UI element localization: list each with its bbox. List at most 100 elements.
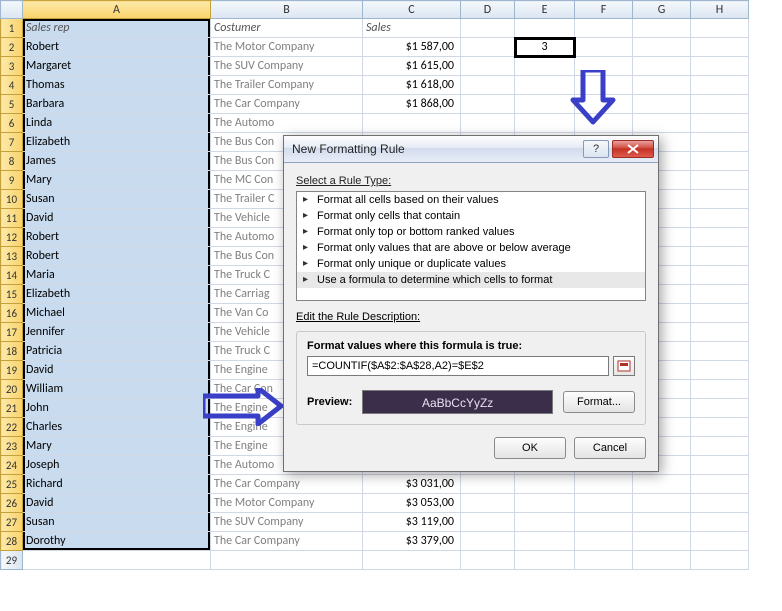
cell-sales-rep[interactable]: Mary (23, 171, 211, 190)
row-header[interactable]: 29 (1, 551, 23, 570)
cell[interactable] (633, 475, 691, 494)
dialog-titlebar[interactable]: New Formatting Rule ? (284, 136, 658, 163)
select-all-corner[interactable] (1, 1, 23, 19)
cell[interactable] (691, 285, 749, 304)
row-header[interactable]: 23 (1, 437, 23, 456)
row-header[interactable]: 9 (1, 171, 23, 190)
cell[interactable] (515, 76, 575, 95)
cell[interactable]: Costumer (211, 19, 363, 38)
rule-type-item[interactable]: Format only cells that contain (297, 208, 645, 224)
cell-sales-rep[interactable]: Margaret (23, 57, 211, 76)
cell-sales-rep[interactable]: Thomas (23, 76, 211, 95)
rule-type-item[interactable]: Format only top or bottom ranked values (297, 224, 645, 240)
cell-sales[interactable]: $1 615,00 (363, 57, 461, 76)
cell[interactable] (691, 266, 749, 285)
cell-sales-rep[interactable]: James (23, 152, 211, 171)
cell[interactable]: Sales rep (23, 19, 211, 38)
close-button[interactable] (612, 140, 654, 158)
cell-sales-rep[interactable]: Charles (23, 418, 211, 437)
cell-sales[interactable]: $1 868,00 (363, 95, 461, 114)
cell[interactable] (691, 209, 749, 228)
cell[interactable] (633, 494, 691, 513)
cell-sales-rep[interactable]: Jennifer (23, 323, 211, 342)
cell-sales-rep[interactable]: Elizabeth (23, 133, 211, 152)
cell[interactable] (691, 380, 749, 399)
row-header[interactable]: 24 (1, 456, 23, 475)
cell[interactable] (691, 475, 749, 494)
cell[interactable] (691, 342, 749, 361)
cell-sales[interactable]: $3 053,00 (363, 494, 461, 513)
cell-sales-rep[interactable]: John (23, 399, 211, 418)
cell-sales-rep[interactable]: Richard (23, 475, 211, 494)
cell[interactable] (691, 418, 749, 437)
cell[interactable] (515, 114, 575, 133)
ok-button[interactable]: OK (494, 437, 566, 459)
cell[interactable] (633, 19, 691, 38)
cell[interactable]: Sales (363, 19, 461, 38)
cell-customer[interactable]: The Motor Company (211, 494, 363, 513)
cell[interactable] (461, 494, 515, 513)
row-header[interactable]: 13 (1, 247, 23, 266)
cell-sales-rep[interactable]: Maria (23, 266, 211, 285)
cell[interactable] (461, 19, 515, 38)
cell[interactable] (691, 19, 749, 38)
rule-type-item[interactable]: Format only values that are above or bel… (297, 240, 645, 256)
cell-customer[interactable]: The Automo (211, 114, 363, 133)
rule-type-item[interactable]: Use a formula to determine which cells t… (297, 272, 645, 288)
cell[interactable] (515, 551, 575, 570)
cell-sales[interactable]: $1 618,00 (363, 76, 461, 95)
cell-customer[interactable]: The Motor Company (211, 38, 363, 57)
cell[interactable] (691, 228, 749, 247)
cell[interactable] (575, 38, 633, 57)
cell-customer[interactable]: The Trailer Company (211, 76, 363, 95)
rule-type-list[interactable]: Format all cells based on their valuesFo… (296, 191, 646, 301)
cell[interactable] (691, 513, 749, 532)
cell-sales[interactable]: $3 031,00 (363, 475, 461, 494)
column-header-g[interactable]: G (633, 1, 691, 19)
cell[interactable] (363, 551, 461, 570)
rule-type-item[interactable]: Format only unique or duplicate values (297, 256, 645, 272)
cell[interactable] (461, 532, 515, 551)
rule-type-item[interactable]: Format all cells based on their values (297, 192, 645, 208)
cell[interactable] (691, 152, 749, 171)
column-header-c[interactable]: C (363, 1, 461, 19)
row-header[interactable]: 22 (1, 418, 23, 437)
cell[interactable] (633, 95, 691, 114)
cancel-button[interactable]: Cancel (574, 437, 646, 459)
cell[interactable] (515, 19, 575, 38)
cell[interactable] (691, 171, 749, 190)
column-header-d[interactable]: D (461, 1, 515, 19)
cell-sales-rep[interactable]: Susan (23, 513, 211, 532)
cell[interactable] (461, 114, 515, 133)
cell-sales[interactable] (363, 114, 461, 133)
row-header[interactable]: 4 (1, 76, 23, 95)
cell[interactable] (691, 494, 749, 513)
cell[interactable] (633, 513, 691, 532)
cell-sales-rep[interactable]: David (23, 494, 211, 513)
cell-customer[interactable]: The Car Company (211, 95, 363, 114)
format-button[interactable]: Format... (563, 391, 635, 413)
row-header[interactable]: 20 (1, 380, 23, 399)
cell[interactable] (691, 114, 749, 133)
row-header[interactable]: 27 (1, 513, 23, 532)
cell[interactable] (461, 95, 515, 114)
row-header[interactable]: 15 (1, 285, 23, 304)
cell[interactable] (633, 57, 691, 76)
help-button[interactable]: ? (583, 140, 609, 158)
row-header[interactable]: 14 (1, 266, 23, 285)
cell[interactable] (461, 475, 515, 494)
row-header[interactable]: 11 (1, 209, 23, 228)
column-header-a[interactable]: A (23, 1, 211, 19)
cell[interactable] (691, 190, 749, 209)
cell-sales-rep[interactable]: David (23, 361, 211, 380)
row-header[interactable]: 16 (1, 304, 23, 323)
row-header[interactable]: 12 (1, 228, 23, 247)
cell[interactable] (575, 494, 633, 513)
row-header[interactable]: 21 (1, 399, 23, 418)
cell-sales-rep[interactable]: Barbara (23, 95, 211, 114)
cell[interactable] (515, 532, 575, 551)
cell-sales[interactable]: $3 119,00 (363, 513, 461, 532)
cell-sales-rep[interactable]: William (23, 380, 211, 399)
cell-customer[interactable]: The Car Company (211, 475, 363, 494)
cell[interactable] (515, 95, 575, 114)
